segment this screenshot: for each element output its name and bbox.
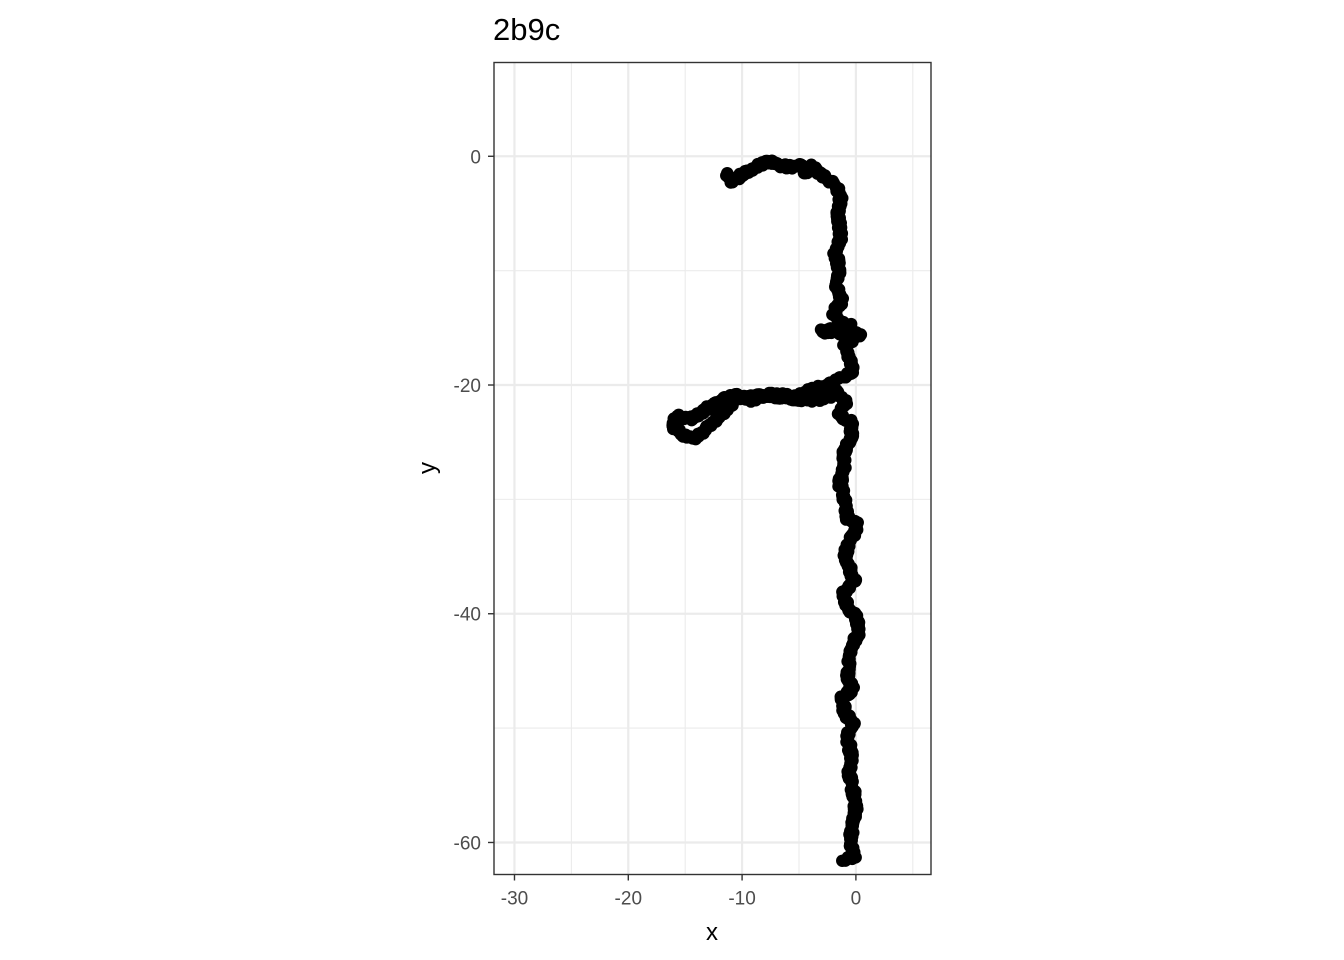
y-tick-label: 0 xyxy=(470,147,481,168)
y-tick-label: -60 xyxy=(454,833,481,854)
data-point xyxy=(836,854,849,867)
panel-border xyxy=(493,61,932,876)
gridlines xyxy=(494,62,931,875)
x-tick-label: -10 xyxy=(728,889,755,910)
y-tick-label: -20 xyxy=(454,376,481,397)
x-axis-title: x xyxy=(706,919,718,946)
chart-title: 2b9c xyxy=(493,12,560,47)
data-points xyxy=(666,154,868,867)
x-tick-label: -30 xyxy=(501,889,528,910)
x-tick-label: -20 xyxy=(615,889,642,910)
y-axis-title: y xyxy=(414,462,441,474)
y-tick-label: -40 xyxy=(454,605,481,626)
axis-ticks: -30 -20 -10 0 0 -20 -40 -60 xyxy=(454,147,862,909)
x-tick-label: 0 xyxy=(851,889,862,910)
